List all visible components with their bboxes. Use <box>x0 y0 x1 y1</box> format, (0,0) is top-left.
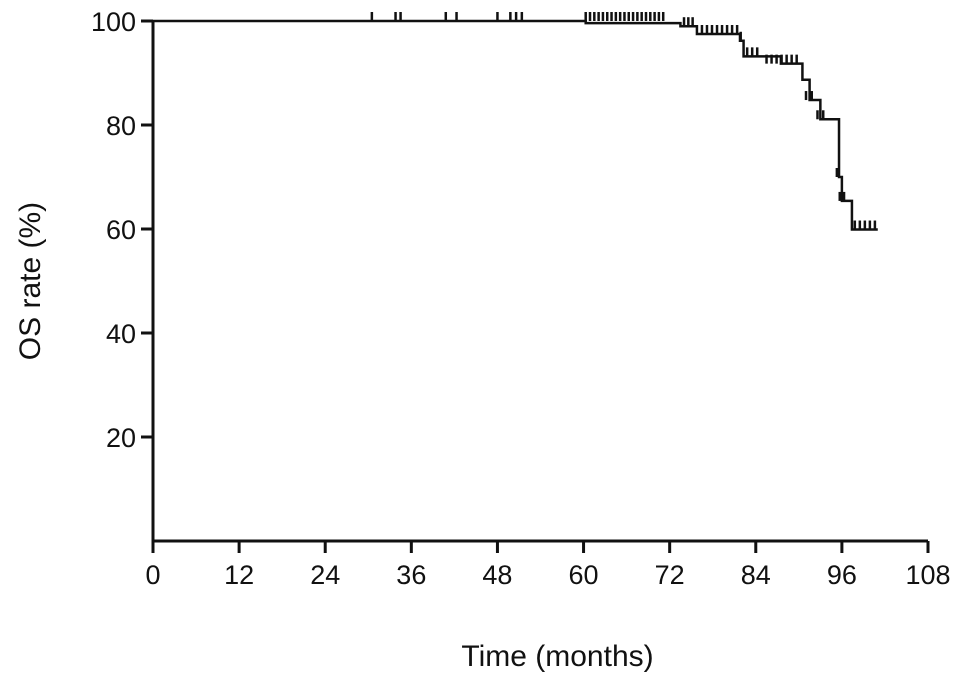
plot-area <box>153 19 878 231</box>
x-tick-label: 24 <box>310 560 340 590</box>
x-tick-label: 0 <box>145 560 160 590</box>
x-tick-label: 72 <box>655 560 685 590</box>
censor-marks <box>370 12 877 230</box>
y-tick-label: 40 <box>106 319 136 349</box>
x-tick-label: 60 <box>569 560 599 590</box>
y-tick-label: 80 <box>106 111 136 141</box>
x-tick-label: 48 <box>482 560 512 590</box>
y-axis-title: OS rate (%) <box>14 202 47 360</box>
x-tick-label: 36 <box>396 560 426 590</box>
x-axis-title: Time (months) <box>461 640 653 673</box>
x-tick-label: 96 <box>827 560 857 590</box>
x-tick-label: 12 <box>224 560 254 590</box>
ticks: 0 12 24 36 48 60 72 84 96 108 20 40 60 80 100 <box>91 7 951 590</box>
survival-curve <box>153 19 878 231</box>
x-tick-label: 84 <box>741 560 771 590</box>
y-tick-label: 100 <box>91 7 136 37</box>
y-tick-label: 20 <box>106 423 136 453</box>
axes <box>151 21 928 543</box>
y-tick-label: 60 <box>106 215 136 245</box>
x-tick-label: 108 <box>905 560 950 590</box>
